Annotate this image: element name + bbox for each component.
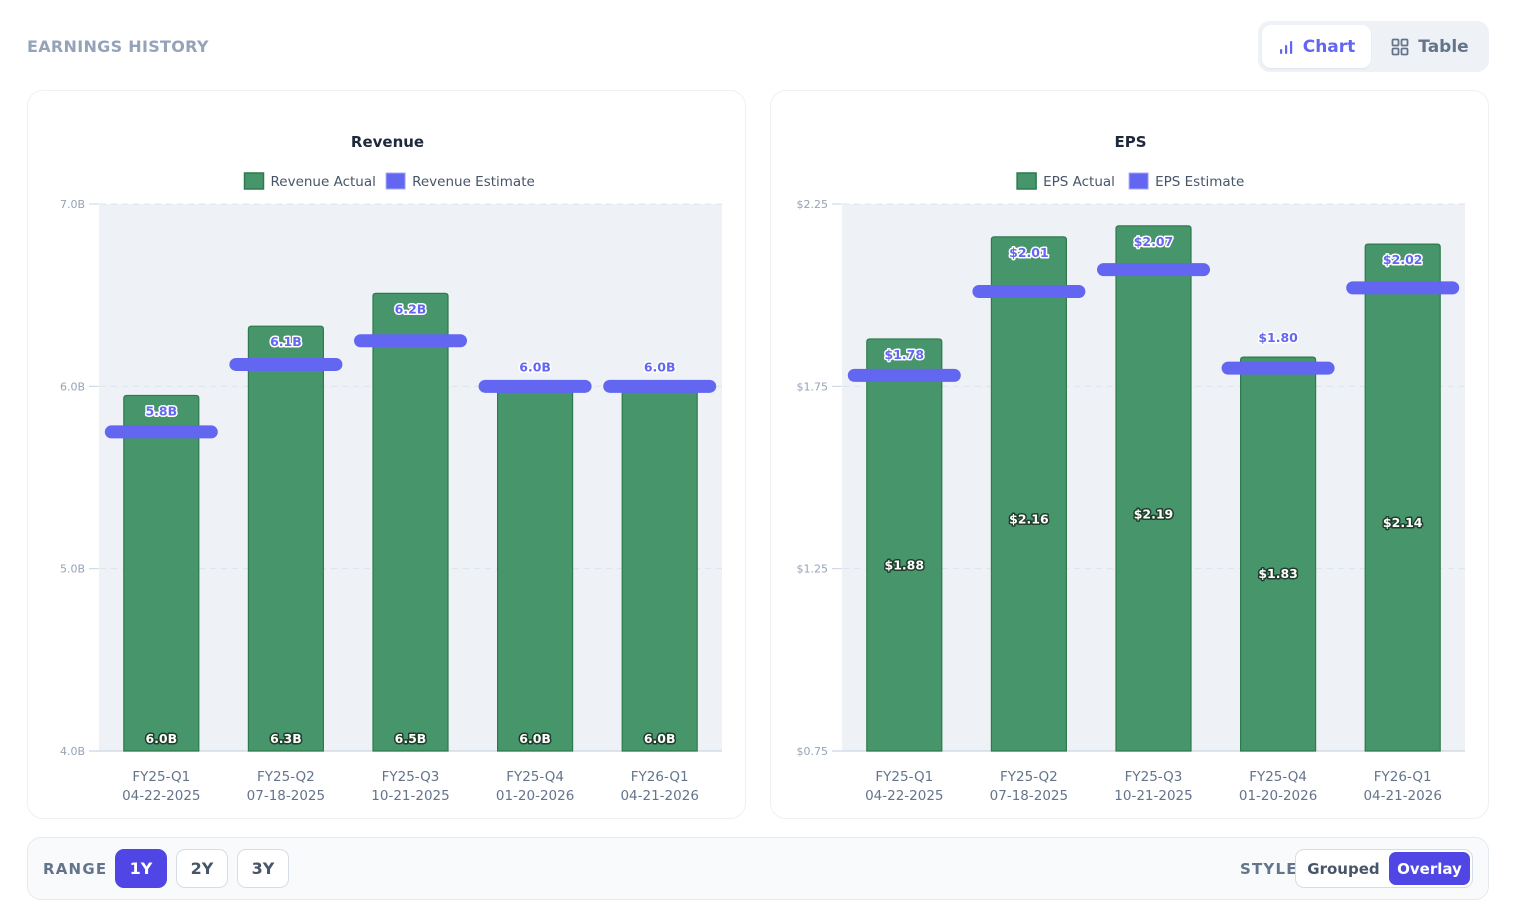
- y-tick-label: $1.75: [797, 380, 829, 393]
- actual-bar: [123, 394, 200, 752]
- x-date-label: 04-22-2025: [122, 788, 200, 804]
- revenue-chart-card: Revenue Revenue Actual Revenue Estimate 4.0…: [27, 90, 746, 819]
- range-label: RANGE: [43, 860, 108, 878]
- controls-bar: RANGE 1Y 2Y 3Y STYLE Grouped Overlay: [27, 837, 1489, 900]
- estimate-label: $2.01: [1009, 245, 1049, 260]
- style-overlay-button[interactable]: Overlay: [1388, 852, 1470, 885]
- y-tick-label: $1.25: [797, 563, 829, 576]
- eps-chart-card: EPS EPS Actual EPS Estimate $0.75 $1.25 $1.75…: [770, 90, 1489, 819]
- x-category-label: FY25-Q1: [132, 769, 190, 785]
- actual-bar: [866, 338, 943, 752]
- actual-bar: [247, 325, 324, 752]
- x-category-label: FY25-Q4: [506, 769, 564, 785]
- range-1y-button[interactable]: 1Y: [115, 849, 167, 888]
- x-date-label: 07-18-2025: [247, 788, 325, 804]
- actual-label: 6.0B: [145, 731, 177, 746]
- x-date-label: 10-21-2025: [1114, 788, 1192, 804]
- actual-bar: [1364, 243, 1441, 752]
- legend-swatch-estimate: [1128, 172, 1149, 190]
- actual-label: $2.16: [1009, 512, 1049, 527]
- revenue-chart: Revenue Revenue Actual Revenue Estimate 4.0…: [60, 133, 722, 804]
- x-date-label: 07-18-2025: [990, 788, 1068, 804]
- actual-label: 6.3B: [270, 731, 302, 746]
- x-category-label: FY25-Q3: [1125, 769, 1183, 785]
- legend-swatch-actual: [243, 172, 265, 190]
- chart-title: Revenue: [351, 133, 424, 151]
- range-3y-button[interactable]: 3Y: [237, 849, 289, 888]
- actual-label: $1.88: [885, 558, 925, 573]
- x-category-label: FY25-Q2: [257, 769, 315, 785]
- x-date-label: 01-20-2026: [496, 788, 574, 804]
- estimate-label: 6.1B: [270, 334, 302, 349]
- estimate-label: 6.2B: [395, 301, 427, 316]
- legend-label-actual: Revenue Actual: [271, 174, 376, 190]
- x-date-label: 04-22-2025: [865, 788, 943, 804]
- y-tick-label: 6.0B: [60, 380, 85, 393]
- estimate-label: $2.07: [1134, 234, 1174, 249]
- x-date-label: 04-21-2026: [620, 788, 698, 804]
- actual-label: 6.5B: [395, 731, 427, 746]
- x-category-label: FY26-Q1: [631, 769, 689, 785]
- actual-label: $2.19: [1134, 507, 1174, 522]
- estimate-label: 6.0B: [644, 359, 676, 374]
- style-label: STYLE: [1240, 860, 1298, 878]
- x-category-label: FY25-Q1: [875, 769, 933, 785]
- y-tick-label: $0.75: [797, 745, 829, 758]
- estimate-label: $2.02: [1383, 252, 1423, 267]
- view-toggle: Chart Table: [1258, 21, 1489, 72]
- y-tick-label: $2.25: [797, 198, 829, 211]
- x-category-label: FY25-Q4: [1249, 769, 1307, 785]
- table-view-button[interactable]: Table: [1375, 25, 1485, 68]
- actual-label: $1.83: [1258, 566, 1298, 581]
- actual-bar: [372, 292, 449, 752]
- actual-bar: [990, 236, 1067, 752]
- estimate-label: $1.80: [1258, 330, 1298, 345]
- estimate-label: 6.0B: [519, 359, 551, 374]
- actual-label: $2.14: [1383, 515, 1423, 530]
- estimate-label: $1.78: [885, 347, 925, 362]
- style-grouped-button[interactable]: Grouped: [1307, 859, 1380, 878]
- table-view-label: Table: [1418, 36, 1469, 57]
- actual-label: 6.0B: [644, 731, 676, 746]
- x-category-label: FY25-Q2: [1000, 769, 1058, 785]
- chart-view-label: Chart: [1302, 36, 1356, 57]
- legend-label-actual: EPS Actual: [1043, 174, 1115, 190]
- estimate-label: 5.8B: [145, 403, 177, 418]
- grid-icon: [1391, 38, 1409, 55]
- style-toggle: Grouped Overlay: [1295, 849, 1473, 888]
- y-tick-label: 7.0B: [60, 198, 85, 211]
- y-tick-label: 4.0B: [60, 745, 85, 758]
- actual-bar: [497, 385, 574, 752]
- x-category-label: FY25-Q3: [382, 769, 440, 785]
- x-category-label: FY26-Q1: [1374, 769, 1432, 785]
- eps-chart: EPS EPS Actual EPS Estimate $0.75 $1.25 $1.75…: [797, 133, 1465, 804]
- x-date-label: 10-21-2025: [371, 788, 449, 804]
- actual-bar: [1240, 356, 1317, 752]
- actual-bar: [621, 385, 698, 752]
- actual-label: 6.0B: [519, 731, 551, 746]
- legend-label-estimate: EPS Estimate: [1155, 174, 1244, 190]
- actual-bar: [1115, 225, 1192, 752]
- x-date-label: 01-20-2026: [1239, 788, 1317, 804]
- page-title: EARNINGS HISTORY: [27, 37, 209, 56]
- bar-chart-icon: [1279, 40, 1292, 54]
- x-date-label: 04-21-2026: [1363, 788, 1441, 804]
- legend-swatch-actual: [1016, 172, 1037, 190]
- legend-swatch-estimate: [385, 172, 406, 190]
- chart-title: EPS: [1114, 133, 1146, 151]
- y-tick-label: 5.0B: [60, 563, 85, 576]
- legend-label-estimate: Revenue Estimate: [412, 174, 535, 190]
- range-2y-button[interactable]: 2Y: [176, 849, 228, 888]
- chart-view-button[interactable]: Chart: [1262, 25, 1371, 68]
